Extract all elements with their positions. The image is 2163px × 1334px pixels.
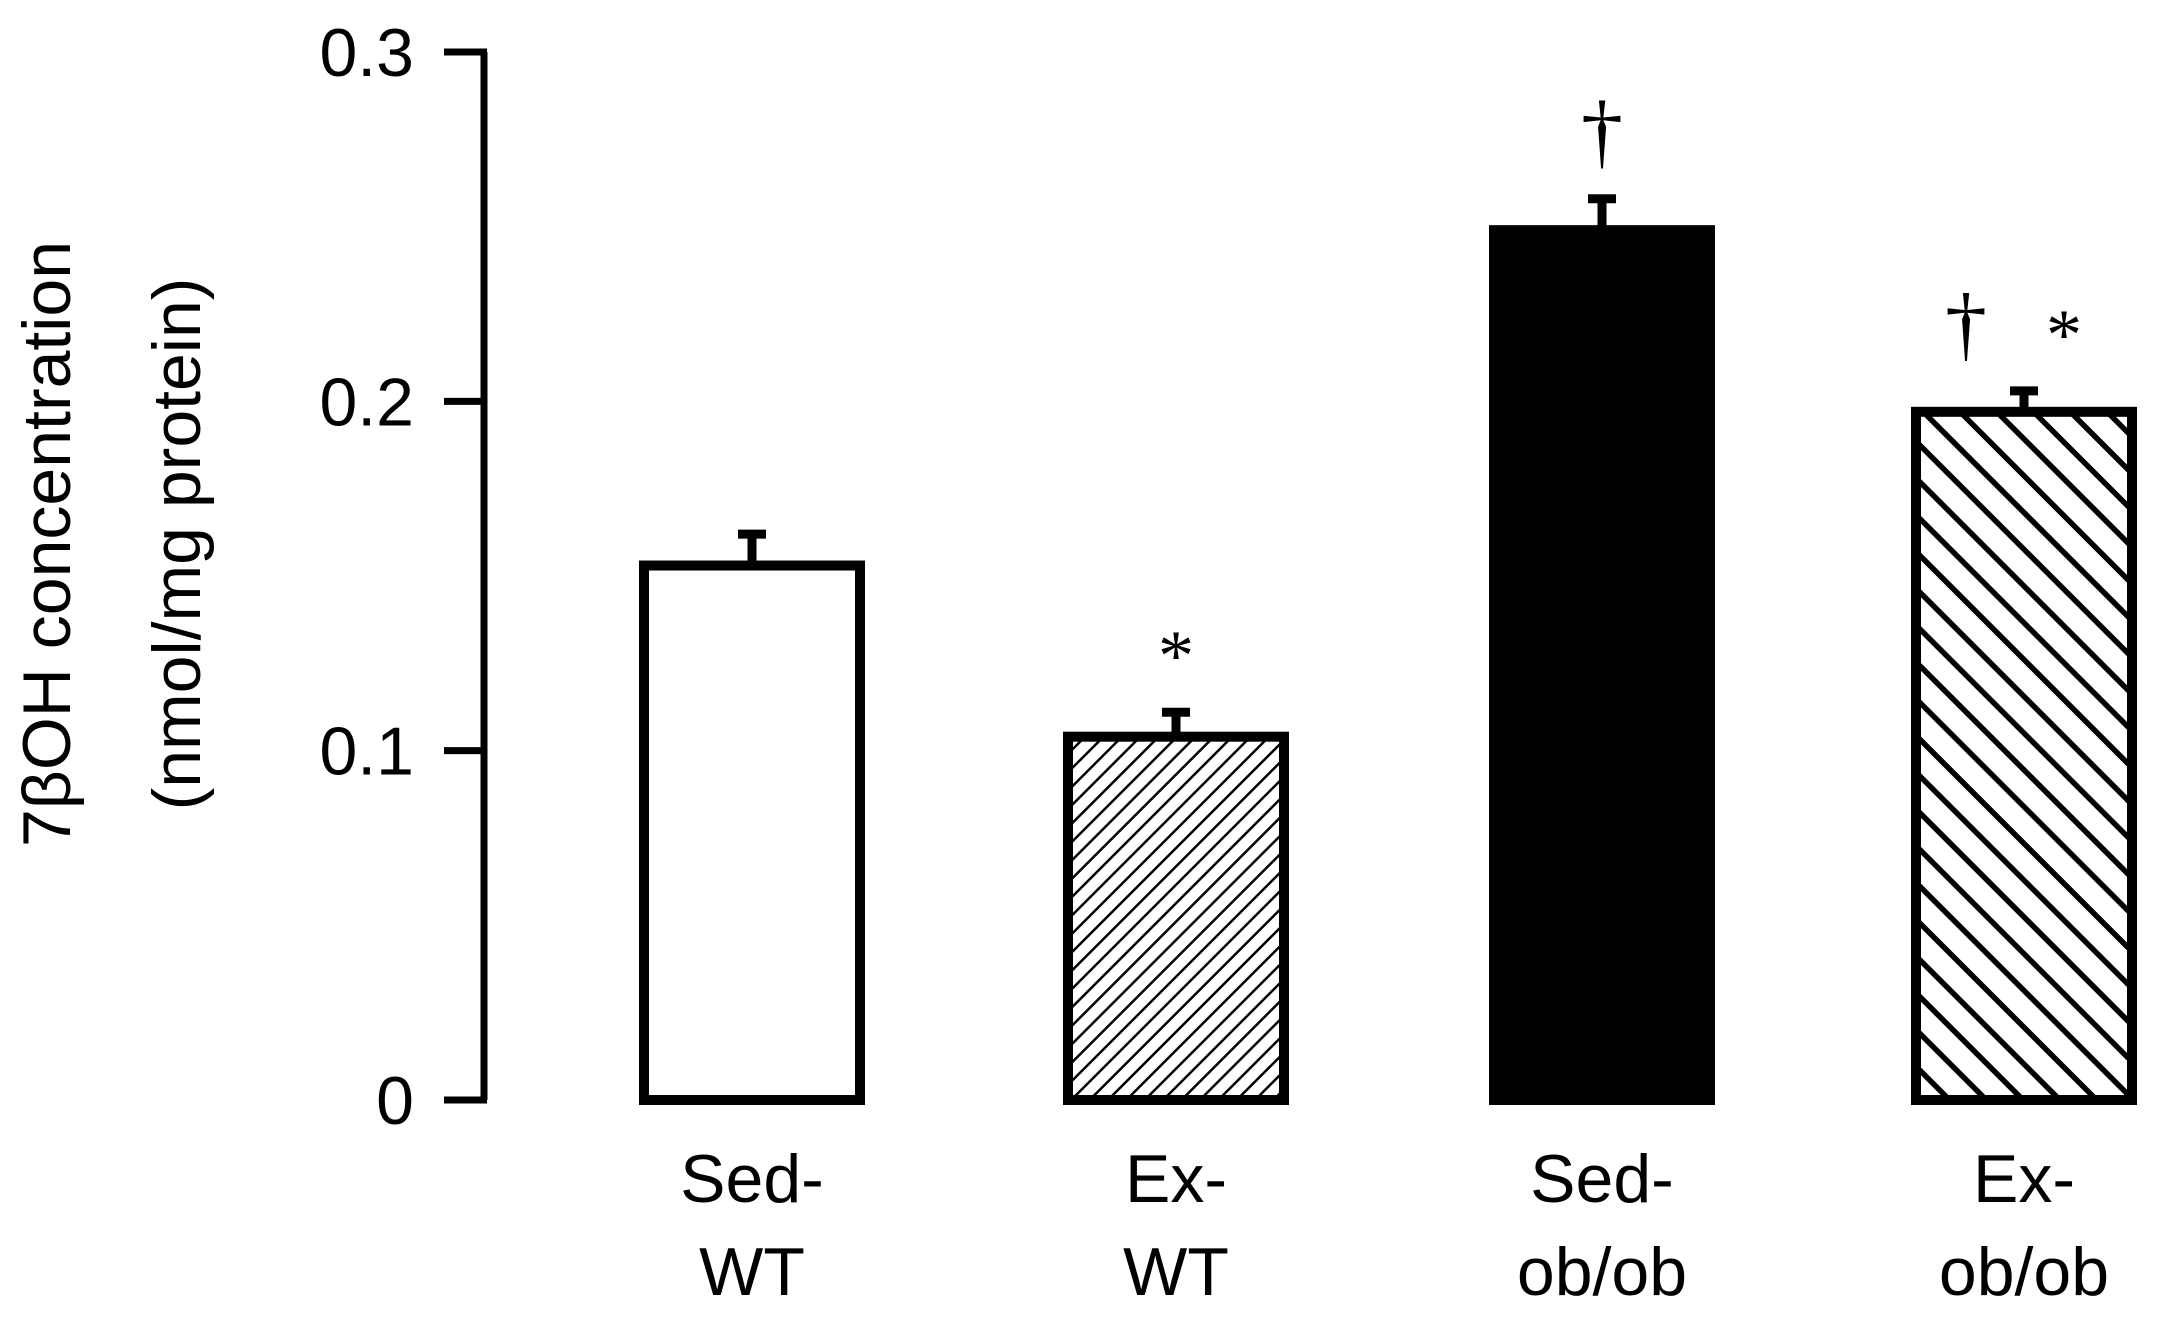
category-label-0-0: Sed- <box>680 1141 824 1217</box>
y-tick-label-2: 0.2 <box>319 364 414 440</box>
category-label-0-1: WT <box>699 1234 805 1310</box>
bar-0 <box>639 560 865 1105</box>
y-axis: 0 0.1 0.2 0.3 <box>319 15 488 1139</box>
y-axis-title: 7βOH concentration (nmol/mg protein) <box>9 241 215 847</box>
bar-1 <box>1063 731 1289 1106</box>
annotation-3-1: * <box>2046 295 2082 375</box>
category-label-2-1: ob/ob <box>1517 1234 1687 1310</box>
y-axis-title-line-1: 7βOH concentration <box>9 241 85 847</box>
category-label-2-0: Sed- <box>1530 1141 1674 1217</box>
y-tick-label-0: 0 <box>376 1063 414 1139</box>
annotation-1-0: * <box>1158 616 1194 696</box>
y-axis-title-line-2: (nmol/mg protein) <box>139 278 215 811</box>
bars-group: * † † * <box>639 85 2137 1106</box>
y-tick-label-3: 0.3 <box>319 15 414 91</box>
bar-3 <box>1911 406 2137 1105</box>
y-tick-label-1: 0.1 <box>319 714 414 790</box>
bar-2 <box>1489 225 1715 1106</box>
annotation-2-0: † <box>1581 85 1623 178</box>
category-label-1-0: Ex- <box>1125 1141 1227 1217</box>
annotation-3-0: † <box>1945 277 1987 370</box>
category-label-1-1: WT <box>1123 1234 1229 1310</box>
category-label-3-0: Ex- <box>1973 1141 2075 1217</box>
category-label-3-1: ob/ob <box>1939 1234 2109 1310</box>
category-labels: Sed- WT Ex- WT Sed-ob/ob Ex-ob/ob <box>680 1141 2109 1310</box>
